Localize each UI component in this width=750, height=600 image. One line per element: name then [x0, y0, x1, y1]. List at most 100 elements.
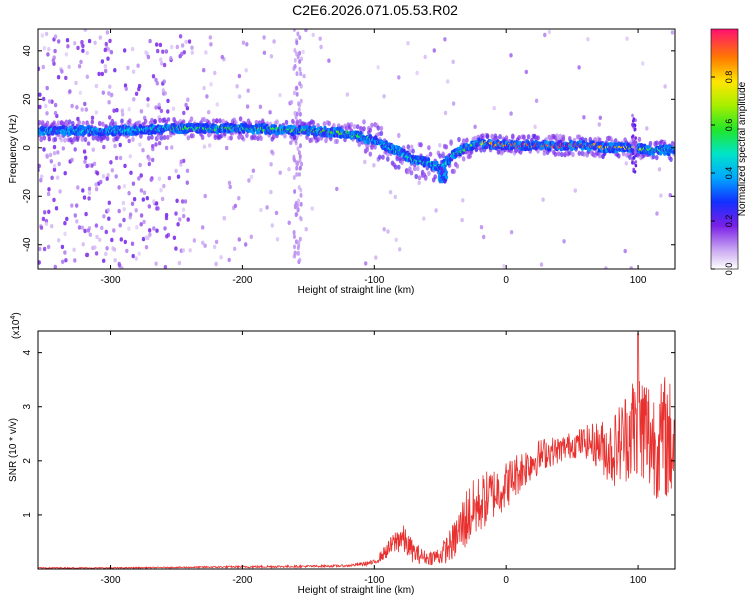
noise-speck	[292, 66, 296, 71]
noise-speck	[103, 64, 108, 69]
ridge-halo	[283, 133, 287, 139]
ridge-halo	[53, 136, 58, 142]
noise-speck	[509, 111, 513, 116]
noise-speck	[161, 88, 165, 93]
noise-speck	[44, 103, 48, 109]
colorbar: 0.0 0.2 0.4 0.6 0.8 Normalized spectral ampl…	[710, 28, 748, 276]
noise-speck	[169, 56, 173, 61]
noise-speck	[298, 59, 302, 64]
noise-speck	[451, 59, 455, 64]
noise-speck	[297, 172, 302, 177]
ridge-point	[633, 140, 636, 145]
noise-speck	[65, 38, 70, 43]
ridge-point	[81, 125, 86, 130]
noise-speck	[111, 246, 115, 251]
noise-speck	[41, 64, 45, 70]
ridge-halo	[234, 120, 238, 126]
ridge-halo	[39, 137, 43, 143]
x-tick-label: 0	[503, 575, 509, 586]
spectrogram-frame	[37, 28, 676, 270]
noise-speck	[53, 34, 58, 39]
x-tick-label: -100	[364, 575, 384, 586]
ridge-point	[435, 160, 439, 165]
noise-speck	[44, 221, 49, 226]
noise-speck	[42, 96, 46, 102]
noise-speck	[95, 234, 99, 240]
x-tick-label: -300	[101, 575, 121, 586]
noise-speck	[117, 208, 121, 214]
noise-speck	[155, 81, 159, 86]
noise-speck	[137, 251, 141, 256]
noise-speck	[178, 217, 182, 222]
ridge-halo	[352, 124, 357, 130]
noise-speck	[101, 174, 106, 179]
ridge-halo	[238, 116, 243, 122]
noise-speck	[80, 107, 84, 112]
ridge-halo	[311, 120, 316, 126]
noise-speck	[152, 199, 156, 204]
ridge-point	[631, 113, 634, 118]
ridge-halo	[310, 137, 314, 143]
x-tick-label: 100	[630, 575, 647, 586]
noise-speck	[87, 190, 92, 196]
noise-speck	[156, 48, 160, 54]
noise-speck	[82, 149, 87, 154]
noise-speck	[269, 162, 273, 167]
noise-speck	[207, 110, 211, 115]
noise-speck	[247, 178, 251, 183]
noise-speck	[139, 109, 144, 114]
noise-speck	[293, 203, 297, 209]
noise-speck	[154, 77, 158, 83]
noise-speck	[102, 214, 106, 219]
ridge-halo	[128, 118, 132, 124]
noise-speck	[473, 124, 477, 129]
noise-speck	[509, 53, 513, 58]
ridge-halo	[370, 122, 374, 128]
noise-speck	[209, 82, 213, 87]
noise-speck	[295, 85, 299, 91]
noise-speck	[657, 167, 662, 172]
noise-speck	[54, 206, 59, 211]
noise-speck	[300, 161, 304, 167]
noise-speck	[297, 198, 300, 204]
colorbar-gradient	[710, 28, 739, 270]
figure-title: C2E6.2026.071.05.53.R02	[292, 2, 458, 18]
noise-speck	[180, 51, 184, 57]
colorbar-tick-label: 0.0	[724, 263, 734, 276]
ridge-halo	[69, 137, 73, 143]
noise-speck	[53, 110, 58, 116]
noise-speck	[363, 159, 367, 165]
noise-speck	[134, 91, 139, 97]
noise-speck	[159, 188, 163, 193]
noise-speck	[251, 168, 256, 173]
ridge-halo	[406, 144, 411, 150]
ridge-point	[440, 170, 445, 174]
noise-speck	[388, 190, 393, 195]
ridge-halo	[655, 155, 659, 161]
noise-speck	[432, 48, 436, 53]
noise-speck	[151, 74, 156, 79]
ridge-halo	[555, 133, 559, 139]
ridge-halo	[113, 121, 118, 127]
ridge-halo	[164, 119, 168, 125]
noise-speck	[120, 108, 125, 113]
noise-speck	[40, 174, 44, 179]
ridge-halo	[322, 121, 327, 127]
noise-speck	[57, 161, 61, 167]
noise-speck	[547, 29, 552, 35]
ridge-halo	[378, 154, 382, 160]
ridge-halo	[221, 118, 225, 124]
noise-speck	[127, 226, 131, 231]
noise-speck	[162, 62, 167, 68]
ridge-point	[402, 148, 406, 153]
noise-speck	[302, 74, 306, 79]
ridge-halo	[275, 119, 279, 125]
ridge-halo	[56, 120, 61, 126]
noise-speck	[99, 179, 103, 185]
noise-speck	[296, 54, 300, 60]
noise-speck	[53, 102, 58, 108]
noise-speck	[160, 61, 164, 66]
noise-speck	[292, 29, 296, 32]
